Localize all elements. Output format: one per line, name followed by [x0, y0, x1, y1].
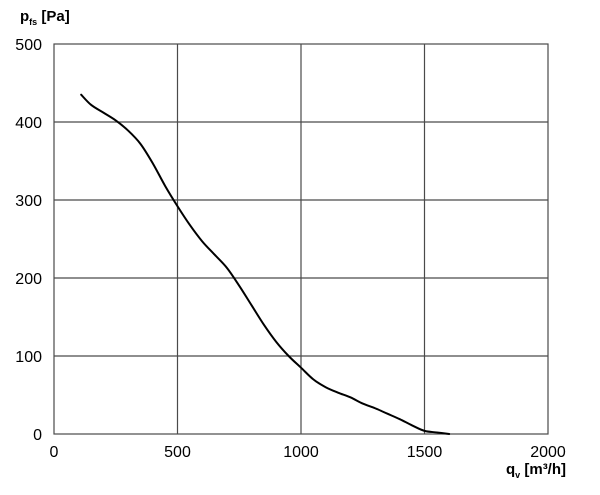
y-tick-label: 300	[15, 193, 42, 210]
y-tick-label: 200	[15, 271, 42, 288]
x-axis-label-main: q	[506, 461, 515, 478]
series-layer	[80, 93, 451, 435]
y-tick-label: 0	[33, 427, 42, 444]
x-axis-label-unit: [m³/h]	[520, 461, 566, 478]
x-tick-label: 2000	[530, 444, 566, 461]
y-tick-label: 500	[15, 37, 42, 54]
x-axis-label-sub: v	[515, 470, 520, 480]
y-axis-label-sub: fs	[29, 17, 37, 27]
grid	[54, 44, 548, 434]
y-axis-label: pfs [Pa]	[20, 8, 70, 27]
x-tick-label: 1500	[407, 444, 443, 461]
x-tick-label: 0	[50, 444, 59, 461]
x-tick-labels: 0 500 1000 1500 2000	[50, 444, 566, 461]
x-axis-label: qv [m³/h]	[506, 461, 566, 480]
y-tick-labels: 0 100 200 300 400 500	[15, 37, 42, 444]
x-tick-label: 1000	[283, 444, 319, 461]
y-axis-label-unit: [Pa]	[37, 8, 70, 25]
x-tick-label: 500	[164, 444, 191, 461]
series-line	[80, 93, 451, 435]
plot-frame	[53, 43, 549, 435]
y-tick-label: 100	[15, 349, 42, 366]
y-tick-label: 400	[15, 115, 42, 132]
y-axis-label-main: p	[20, 8, 29, 25]
